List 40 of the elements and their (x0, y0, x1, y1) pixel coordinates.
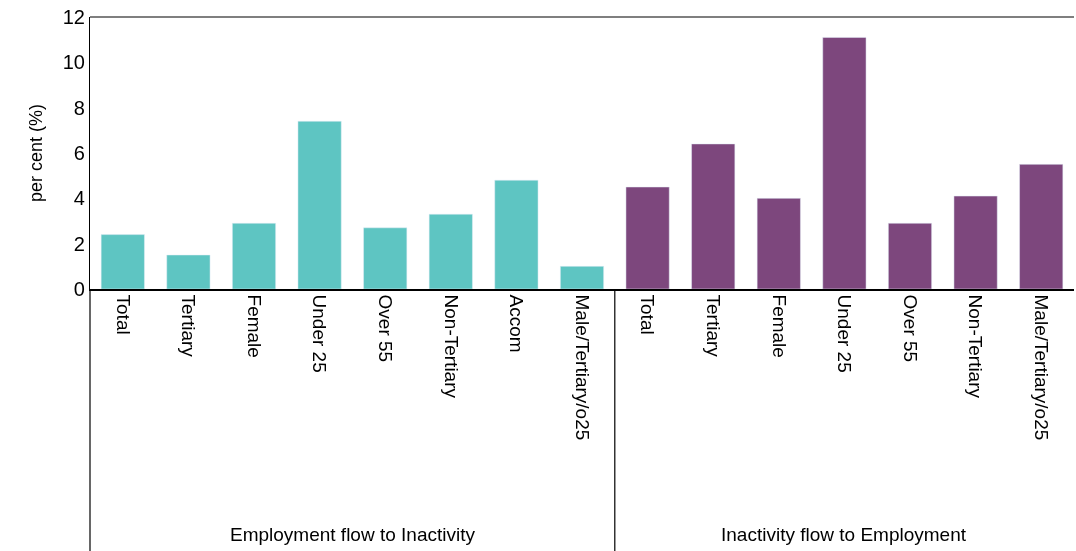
text: Inactivity flow to Employment (721, 524, 967, 545)
y-tick-label: 12 (62, 6, 85, 28)
bar (822, 37, 867, 289)
y-tick-label: 4 (73, 187, 85, 210)
x-tick-label: Under 25 (309, 294, 331, 373)
bar (166, 254, 211, 289)
x-tick-label: Over 55 (375, 294, 397, 363)
bar (100, 234, 145, 289)
bar (953, 195, 998, 289)
text: Employment flow to Inactivity (230, 524, 476, 545)
bar (428, 213, 473, 289)
bar (756, 198, 801, 289)
x-tick-label: Accom (506, 294, 528, 353)
bar (363, 227, 408, 289)
bar (232, 223, 276, 289)
bar (888, 223, 932, 289)
x-tick-label: Tertiary (178, 294, 200, 358)
x-tick-label: Under 25 (834, 294, 856, 373)
x-tick-label: Female (768, 294, 790, 358)
bar (560, 266, 604, 289)
bar (625, 186, 670, 289)
bar (1019, 164, 1064, 289)
bar (297, 121, 342, 289)
x-tick-label: Male/Tertiary/o25 (1031, 294, 1053, 441)
bar (691, 143, 736, 289)
y-tick-label: 6 (73, 142, 85, 164)
x-tick-label: Tertiary (703, 294, 725, 358)
x-tick-label: Over 55 (899, 294, 921, 363)
y-axis-title: per cent (%) (25, 103, 46, 203)
y-tick-label: 0 (73, 278, 85, 300)
x-tick-label: Male/Tertiary/o25 (571, 294, 593, 441)
x-tick-label: Non-Tertiary (965, 294, 987, 399)
x-tick-label: Female (243, 294, 265, 358)
x-tick-label: Total (112, 294, 134, 335)
x-tick-label: Non-Tertiary (440, 294, 462, 399)
y-tick-label: 8 (73, 96, 85, 119)
bar (494, 179, 539, 289)
y-tick-label: 2 (73, 232, 85, 255)
y-tick-label: 10 (62, 51, 85, 74)
x-tick-label: Total (637, 294, 659, 335)
